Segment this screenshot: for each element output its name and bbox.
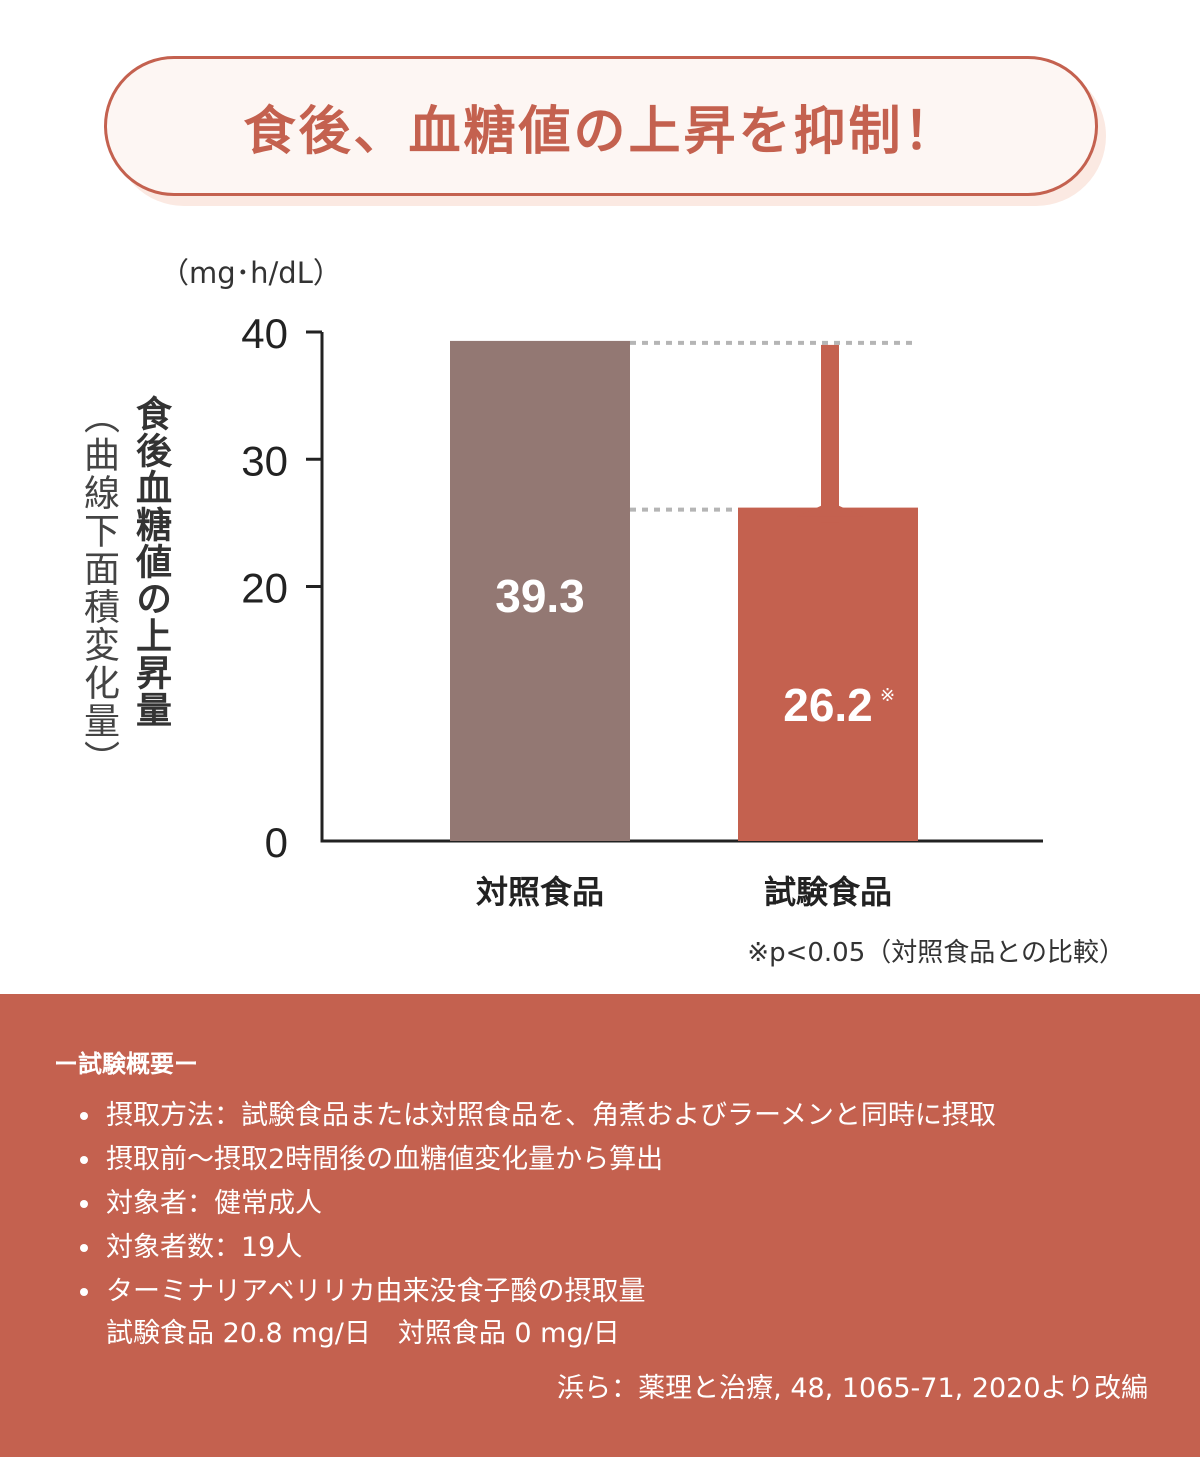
x-category-label: 対照食品 — [476, 873, 604, 911]
source-citation: 浜ら：薬理と治療, 48, 1065-71, 2020より改編 — [557, 1373, 1148, 1404]
summary-list: 摂取方法：試験食品または対照食品を、角煮およびラーメンと同時に摂取 摂取前～摂取… — [80, 1094, 996, 1354]
headline-banner: 食後、血糖値の上昇を抑制！ — [104, 56, 1106, 206]
bar-value-label: 26.2 — [783, 679, 873, 731]
y-axis-subtitle: （曲線下面積変化量） — [78, 398, 119, 778]
headline-title: 食後、血糖値の上昇を抑制！ — [104, 56, 1098, 196]
summary-item-detail: 試験食品 20.8 mg/日 対照食品 0 mg/日 — [106, 1318, 620, 1349]
y-tick-label: 20 — [241, 565, 288, 612]
y-axis-title: 食後血糖値の上昇量 — [130, 395, 171, 728]
x-category-label: 試験食品 — [764, 873, 892, 911]
summary-title: ー試験概要ー — [54, 1050, 198, 1078]
bar-chart: 0 20 30 40 39.3 対照食品 26.2 ※ 試験食品 — [241, 310, 1043, 911]
y-tick-label: 40 — [241, 310, 288, 357]
summary-item-text: ターミナリアベリリカ由来没食子酸の摂取量 — [106, 1276, 646, 1307]
decrease-arrow-head — [797, 501, 863, 517]
bar — [738, 507, 918, 841]
bar — [450, 340, 630, 841]
bar-value-label: 39.3 — [495, 570, 585, 622]
significance-mark: ※ — [880, 685, 895, 706]
study-summary-panel: ー試験概要ー 摂取方法：試験食品または対照食品を、角煮およびラーメンと同時に摂取… — [0, 994, 1200, 1457]
summary-item: 摂取前～摂取2時間後の血糖値変化量から算出 — [80, 1138, 996, 1182]
decrease-arrow-shaft — [821, 344, 839, 523]
summary-item: 対象者：健常成人 — [80, 1182, 996, 1226]
significance-note: ※p<0.05（対照食品との比較） — [747, 938, 1125, 968]
y-tick-label: 0 — [265, 819, 288, 866]
y-tick-label: 30 — [241, 437, 288, 484]
summary-item: 対象者数：19人 — [80, 1226, 996, 1270]
unit-label: （mg･h/dL） — [160, 256, 342, 290]
summary-item: 摂取方法：試験食品または対照食品を、角煮およびラーメンと同時に摂取 — [80, 1094, 996, 1138]
summary-item: ターミナリアベリリカ由来没食子酸の摂取量 試験食品 20.8 mg/日 対照食品… — [80, 1270, 996, 1354]
